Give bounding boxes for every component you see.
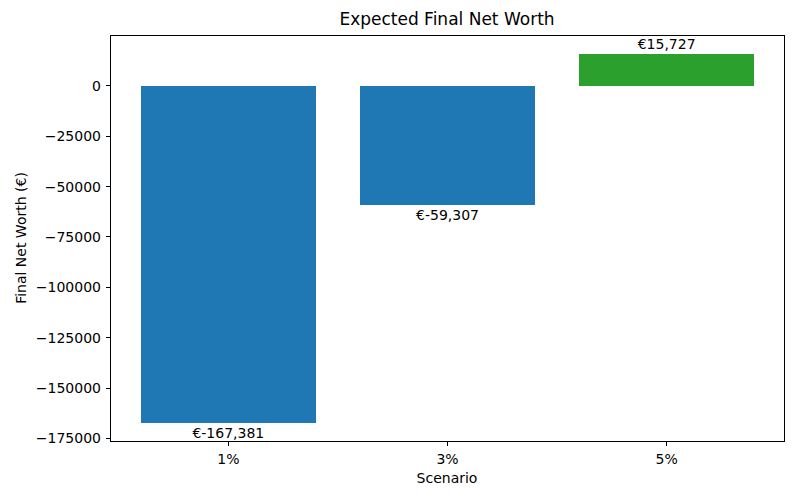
x-tick-mark — [447, 442, 448, 446]
x-tick-label: 3% — [408, 451, 488, 467]
y-tick-mark — [106, 136, 110, 137]
y-tick-label: −125000 — [0, 330, 101, 346]
x-tick-mark — [666, 442, 667, 446]
bar-value-label: €15,727 — [597, 36, 737, 52]
y-tick-mark — [106, 388, 110, 389]
chart-title: Expected Final Net Worth — [247, 9, 647, 29]
y-tick-label: −50000 — [0, 179, 101, 195]
y-tick-label: −100000 — [0, 279, 101, 295]
x-tick-mark — [228, 442, 229, 446]
bar-value-label: €-167,381 — [158, 425, 298, 441]
y-tick-label: −175000 — [0, 430, 101, 446]
x-axis-label: Scenario — [347, 470, 547, 486]
y-tick-label: −150000 — [0, 380, 101, 396]
bar — [579, 54, 754, 86]
y-tick-mark — [106, 337, 110, 338]
bar — [360, 86, 535, 205]
x-tick-label: 5% — [627, 451, 707, 467]
bar-chart-figure: Expected Final Net Worth Final Net Worth… — [0, 0, 800, 500]
y-tick-label: −25000 — [0, 128, 101, 144]
bar — [141, 86, 316, 423]
y-tick-mark — [106, 287, 110, 288]
x-tick-label: 1% — [188, 451, 268, 467]
y-tick-mark — [106, 186, 110, 187]
y-tick-mark — [106, 236, 110, 237]
y-tick-mark — [106, 85, 110, 86]
y-tick-label: −75000 — [0, 229, 101, 245]
bar-value-label: €-59,307 — [378, 207, 518, 223]
y-tick-mark — [106, 438, 110, 439]
y-tick-label: 0 — [0, 78, 101, 94]
